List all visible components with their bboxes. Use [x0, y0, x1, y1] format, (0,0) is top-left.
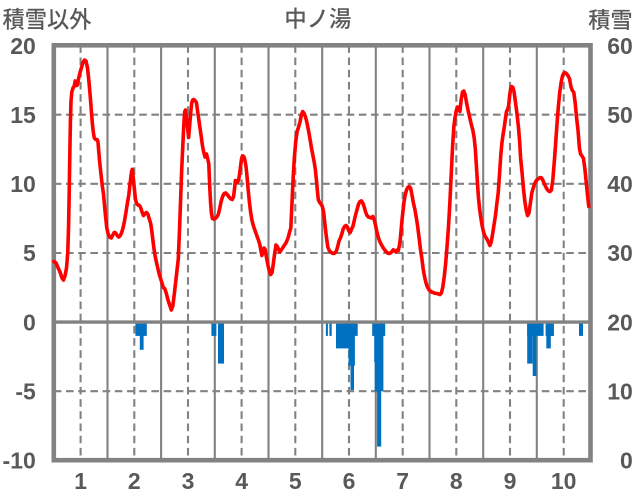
svg-text:6: 6 — [343, 468, 356, 494]
svg-text:0: 0 — [620, 448, 633, 474]
svg-text:10: 10 — [551, 468, 577, 494]
svg-text:1: 1 — [74, 468, 87, 494]
svg-text:50: 50 — [607, 102, 633, 128]
svg-text:15: 15 — [10, 102, 36, 128]
svg-text:20: 20 — [607, 309, 633, 335]
svg-text:10: 10 — [10, 171, 36, 197]
svg-text:10: 10 — [607, 379, 633, 405]
svg-text:4: 4 — [235, 468, 248, 494]
svg-text:5: 5 — [289, 468, 302, 494]
svg-text:-10: -10 — [3, 448, 36, 474]
svg-text:40: 40 — [607, 171, 633, 197]
svg-text:7: 7 — [396, 468, 409, 494]
svg-text:5: 5 — [23, 240, 36, 266]
svg-text:3: 3 — [182, 468, 195, 494]
svg-text:0: 0 — [23, 309, 36, 335]
svg-text:9: 9 — [504, 468, 517, 494]
svg-text:-5: -5 — [15, 379, 36, 405]
svg-text:2: 2 — [128, 468, 141, 494]
svg-text:30: 30 — [607, 240, 633, 266]
svg-text:20: 20 — [10, 33, 36, 59]
svg-text:60: 60 — [607, 33, 633, 59]
svg-text:8: 8 — [450, 468, 463, 494]
